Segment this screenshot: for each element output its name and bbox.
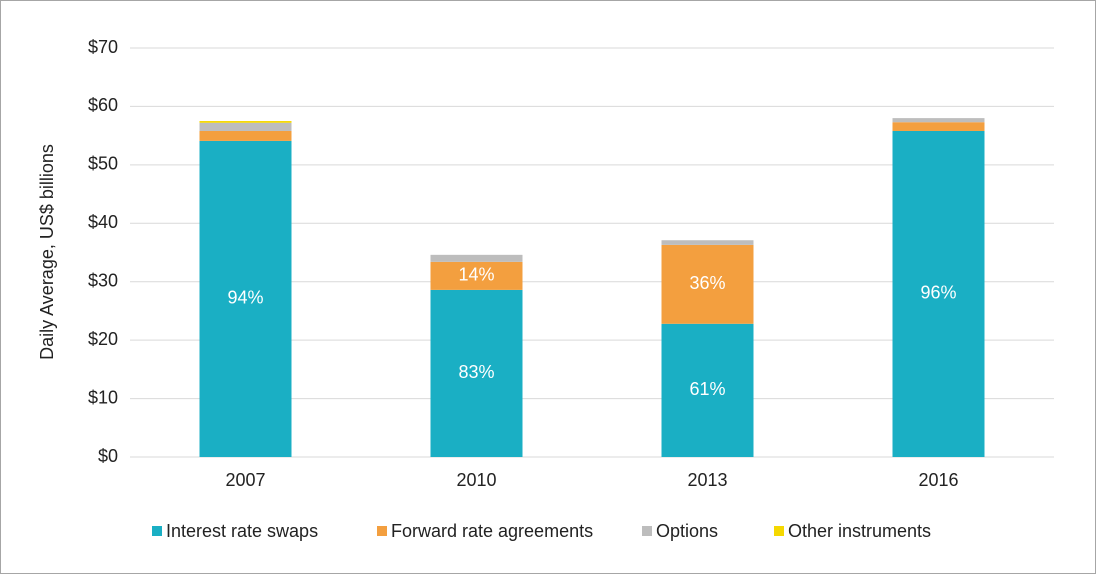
bar-segment xyxy=(199,121,292,123)
y-tick-label: $40 xyxy=(88,212,118,232)
legend-label: Options xyxy=(656,521,718,541)
share-label: 36% xyxy=(689,273,725,293)
x-tick-label: 2016 xyxy=(918,470,958,490)
legend-swatch xyxy=(642,526,652,536)
y-tick-label: $30 xyxy=(88,270,118,290)
share-label: 61% xyxy=(689,379,725,399)
bar-segment xyxy=(199,122,292,131)
bar-segment xyxy=(430,289,523,457)
bar-segment xyxy=(199,140,292,457)
legend-swatch xyxy=(377,526,387,536)
y-tick-label: $10 xyxy=(88,387,118,407)
legend-swatch xyxy=(774,526,784,536)
y-axis-title: Daily Average, US$ billions xyxy=(37,144,57,360)
legend-label: Interest rate swaps xyxy=(166,521,318,541)
x-tick-label: 2010 xyxy=(456,470,496,490)
bar-segment xyxy=(430,261,523,290)
bar-segment xyxy=(661,323,754,457)
bar-segment xyxy=(892,122,985,131)
x-tick-label: 2013 xyxy=(687,470,727,490)
bar-segment xyxy=(199,130,292,141)
share-label: 94% xyxy=(227,288,263,308)
share-label: 14% xyxy=(458,265,494,285)
y-tick-label: $0 xyxy=(98,446,118,466)
share-label: 83% xyxy=(458,362,494,382)
x-tick-label: 2007 xyxy=(225,470,265,490)
legend-swatch xyxy=(152,526,162,536)
bar-segment xyxy=(430,254,523,262)
legend-label: Other instruments xyxy=(788,521,931,541)
bar-segment xyxy=(892,130,985,457)
y-tick-label: $60 xyxy=(88,95,118,115)
y-tick-label: $70 xyxy=(88,37,118,57)
bar-segment xyxy=(892,118,985,123)
legend-label: Forward rate agreements xyxy=(391,521,593,541)
bar-segment xyxy=(661,240,754,245)
share-label: 96% xyxy=(920,283,956,303)
bar-segment xyxy=(661,244,754,324)
y-tick-label: $20 xyxy=(88,329,118,349)
y-tick-label: $50 xyxy=(88,154,118,174)
